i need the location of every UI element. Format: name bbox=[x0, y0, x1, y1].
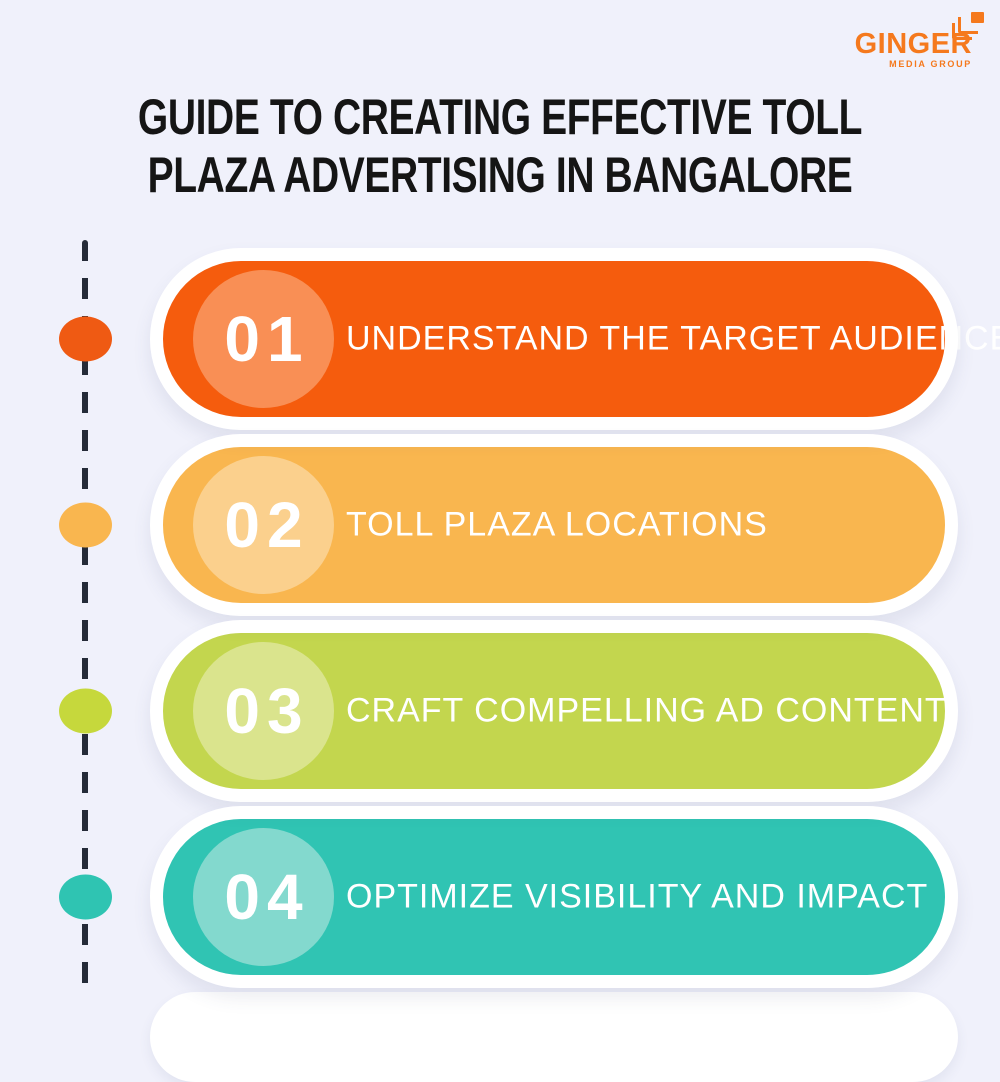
timeline-dashed-line bbox=[82, 240, 88, 1000]
page-title-line-1: GUIDE TO CREATING EFFECTIVE TOLL bbox=[137, 89, 863, 145]
page-title: GUIDE TO CREATING EFFECTIVE TOLL PLAZA A… bbox=[110, 88, 890, 204]
page-title-line-2: PLAZA ADVERTISING IN BANGALORE bbox=[147, 147, 853, 203]
infographic-canvas: { "page": { "background": "#F0F1FB" }, "… bbox=[59, 10, 1000, 1082]
step-number-3: 03 bbox=[224, 675, 310, 747]
step-number-badge-4 bbox=[193, 828, 334, 966]
step-number-1: 01 bbox=[224, 303, 310, 375]
partial-next-pill bbox=[150, 992, 958, 1082]
logo-subtitle: MEDIA GROUP bbox=[889, 59, 972, 69]
step-label-1: UNDERSTAND THE TARGET AUDIENCE bbox=[346, 319, 1000, 358]
stacked-squares-icon bbox=[950, 12, 984, 44]
step-label-3: CRAFT COMPELLING AD CONTENT bbox=[346, 691, 947, 730]
logo-icon-frame-1 bbox=[958, 17, 978, 34]
step-row-4: 04 OPTIMIZE VISIBILITY AND IMPACT bbox=[59, 806, 958, 988]
logo-icon-frame-2 bbox=[952, 23, 972, 40]
step-row-2: 02 TOLL PLAZA LOCATIONS bbox=[59, 434, 958, 616]
step-number-badge-2 bbox=[193, 456, 334, 594]
step-number-4: 04 bbox=[224, 861, 310, 933]
step-row-1: 01 UNDERSTAND THE TARGET AUDIENCE bbox=[59, 248, 1000, 430]
timeline-dot-3 bbox=[59, 688, 112, 734]
step-row-3: 03 CRAFT COMPELLING AD CONTENT bbox=[59, 620, 958, 802]
timeline-dot-1 bbox=[59, 316, 112, 362]
ginger-media-logo: GINGER MEDIA GROUP bbox=[834, 10, 984, 80]
step-number-badge-3 bbox=[193, 642, 334, 780]
step-label-2: TOLL PLAZA LOCATIONS bbox=[346, 505, 768, 544]
timeline-dot-4 bbox=[59, 874, 112, 920]
step-label-4: OPTIMIZE VISIBILITY AND IMPACT bbox=[346, 877, 929, 916]
step-number-2: 02 bbox=[224, 489, 310, 561]
step-number-badge-1 bbox=[193, 270, 334, 408]
timeline-dot-2 bbox=[59, 502, 112, 548]
